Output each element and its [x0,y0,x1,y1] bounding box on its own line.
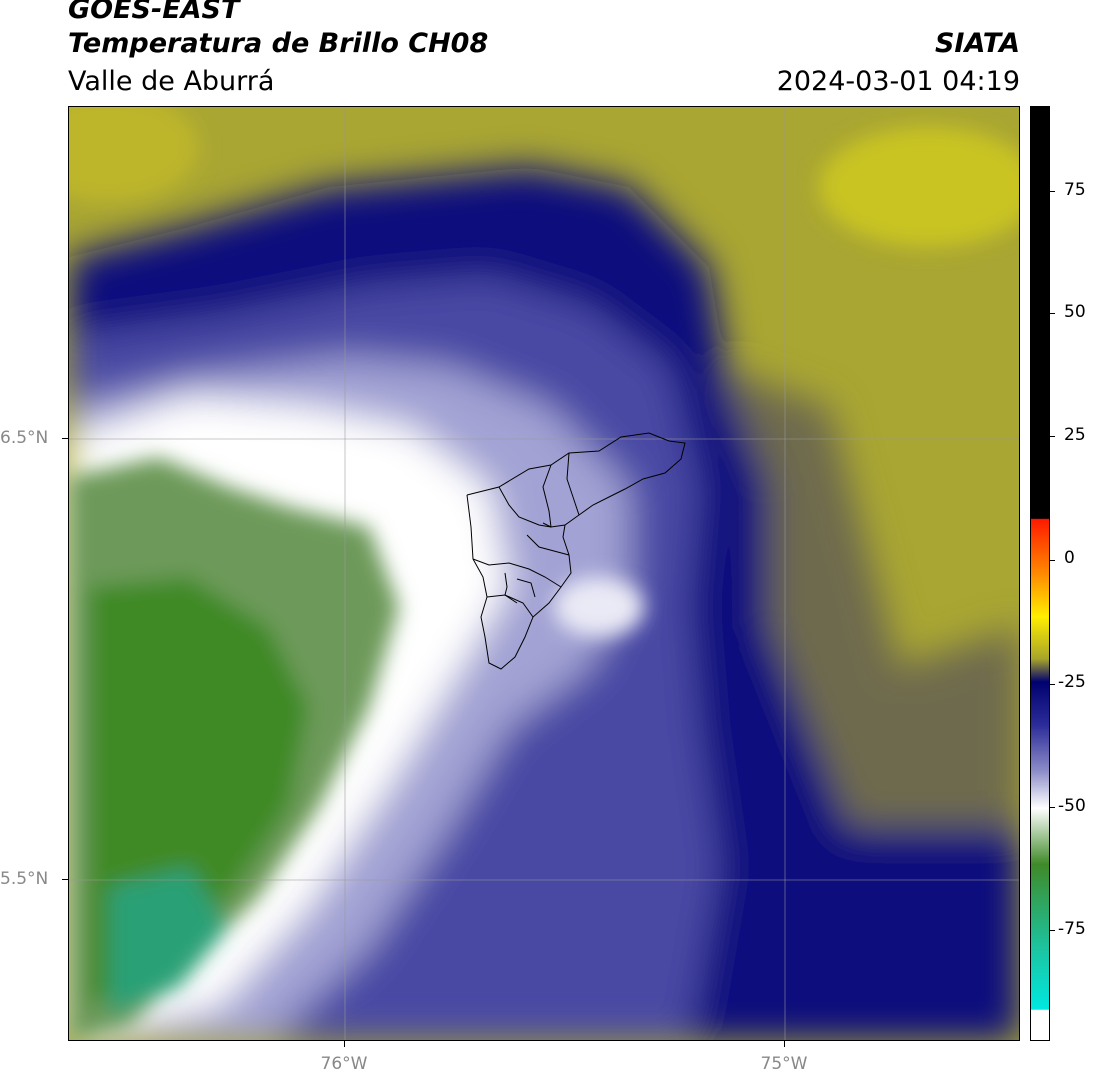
colorbar-gradient [1031,107,1049,1040]
colorbar-tick-label: 25 [1064,425,1086,445]
lat-tick-label: 6.5°N [0,428,49,448]
colorbar-tick-label: -25 [1058,672,1086,692]
lat-tick-label: 5.5°N [0,869,49,889]
map-canvas [69,107,1019,1040]
colorbar-tick-mark [1050,807,1055,808]
colorbar-tick-label: 0 [1064,548,1075,568]
lat-tick-mark [62,438,68,439]
lon-tick-mark [344,1041,345,1047]
colorbar-tick-label: -50 [1058,796,1086,816]
satellite-title: GOES-EAST [68,0,240,25]
colorbar-tick-mark [1050,684,1055,685]
municipality-boundaries [466,432,686,670]
colorbar [1030,106,1050,1041]
colorbar-tick-mark [1050,313,1055,314]
lat-tick-mark [62,879,68,880]
colorbar-tick-label: 50 [1064,302,1086,322]
colorbar-tick-mark [1050,191,1055,192]
lon-tick-mark [784,1041,785,1047]
colorbar-tick-label: 75 [1064,180,1086,200]
lon-tick-label: 76°W [320,1054,368,1074]
datetime-label: 2024-03-01 04:19 [776,66,1020,97]
colorbar-tick-mark [1050,930,1055,931]
org-label: SIATA [934,28,1020,59]
colorbar-tick-mark [1050,436,1055,437]
colorbar-tick-mark [1050,560,1055,561]
product-title: Temperatura de Brillo CH08 [68,28,489,59]
satellite-map[interactable] [68,106,1020,1041]
region-label: Valle de Aburrá [68,66,275,97]
colorbar-tick-label: -75 [1058,919,1086,939]
lon-tick-label: 75°W [760,1054,808,1074]
